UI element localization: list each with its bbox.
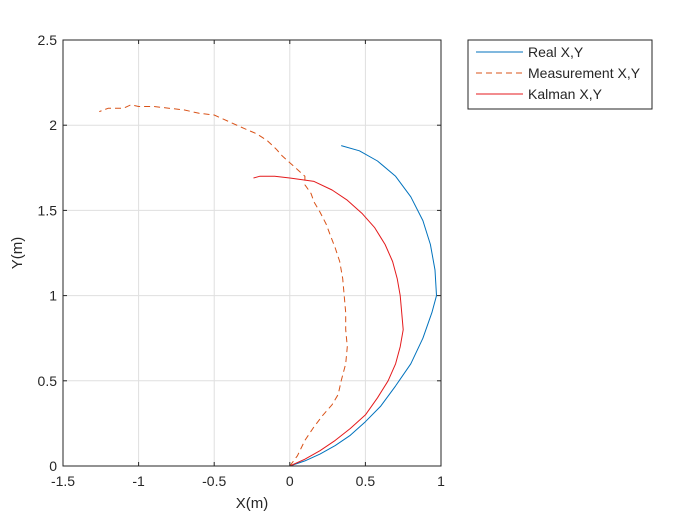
legend-label-3: Kalman X,Y xyxy=(528,86,603,102)
y-axis-label: Y(m) xyxy=(9,237,26,270)
plot-area xyxy=(63,40,441,466)
y-tick-label: 0.5 xyxy=(38,373,58,389)
x-tick-label: 0.5 xyxy=(356,473,376,489)
x-tick-label: 1 xyxy=(437,473,445,489)
x-tick-label: -0.5 xyxy=(202,473,226,489)
legend-label-1: Real X,Y xyxy=(528,44,584,60)
y-tick-label: 1 xyxy=(49,288,57,304)
y-tick-label: 2 xyxy=(49,117,57,133)
y-tick-label: 1.5 xyxy=(38,202,58,218)
y-tick-label: 0 xyxy=(49,458,57,474)
x-tick-label: -1 xyxy=(132,473,145,489)
series-line-3 xyxy=(253,175,404,467)
x-tick-label: -1.5 xyxy=(51,473,75,489)
y-tick-label: 2.5 xyxy=(38,32,58,48)
x-axis-label: X(m) xyxy=(236,495,269,512)
legend-label-2: Measurement X,Y xyxy=(528,65,641,81)
x-tick-label: 0 xyxy=(286,473,294,489)
series-line-1 xyxy=(289,145,437,467)
series-line-2 xyxy=(99,104,348,467)
axes-box xyxy=(62,39,442,467)
